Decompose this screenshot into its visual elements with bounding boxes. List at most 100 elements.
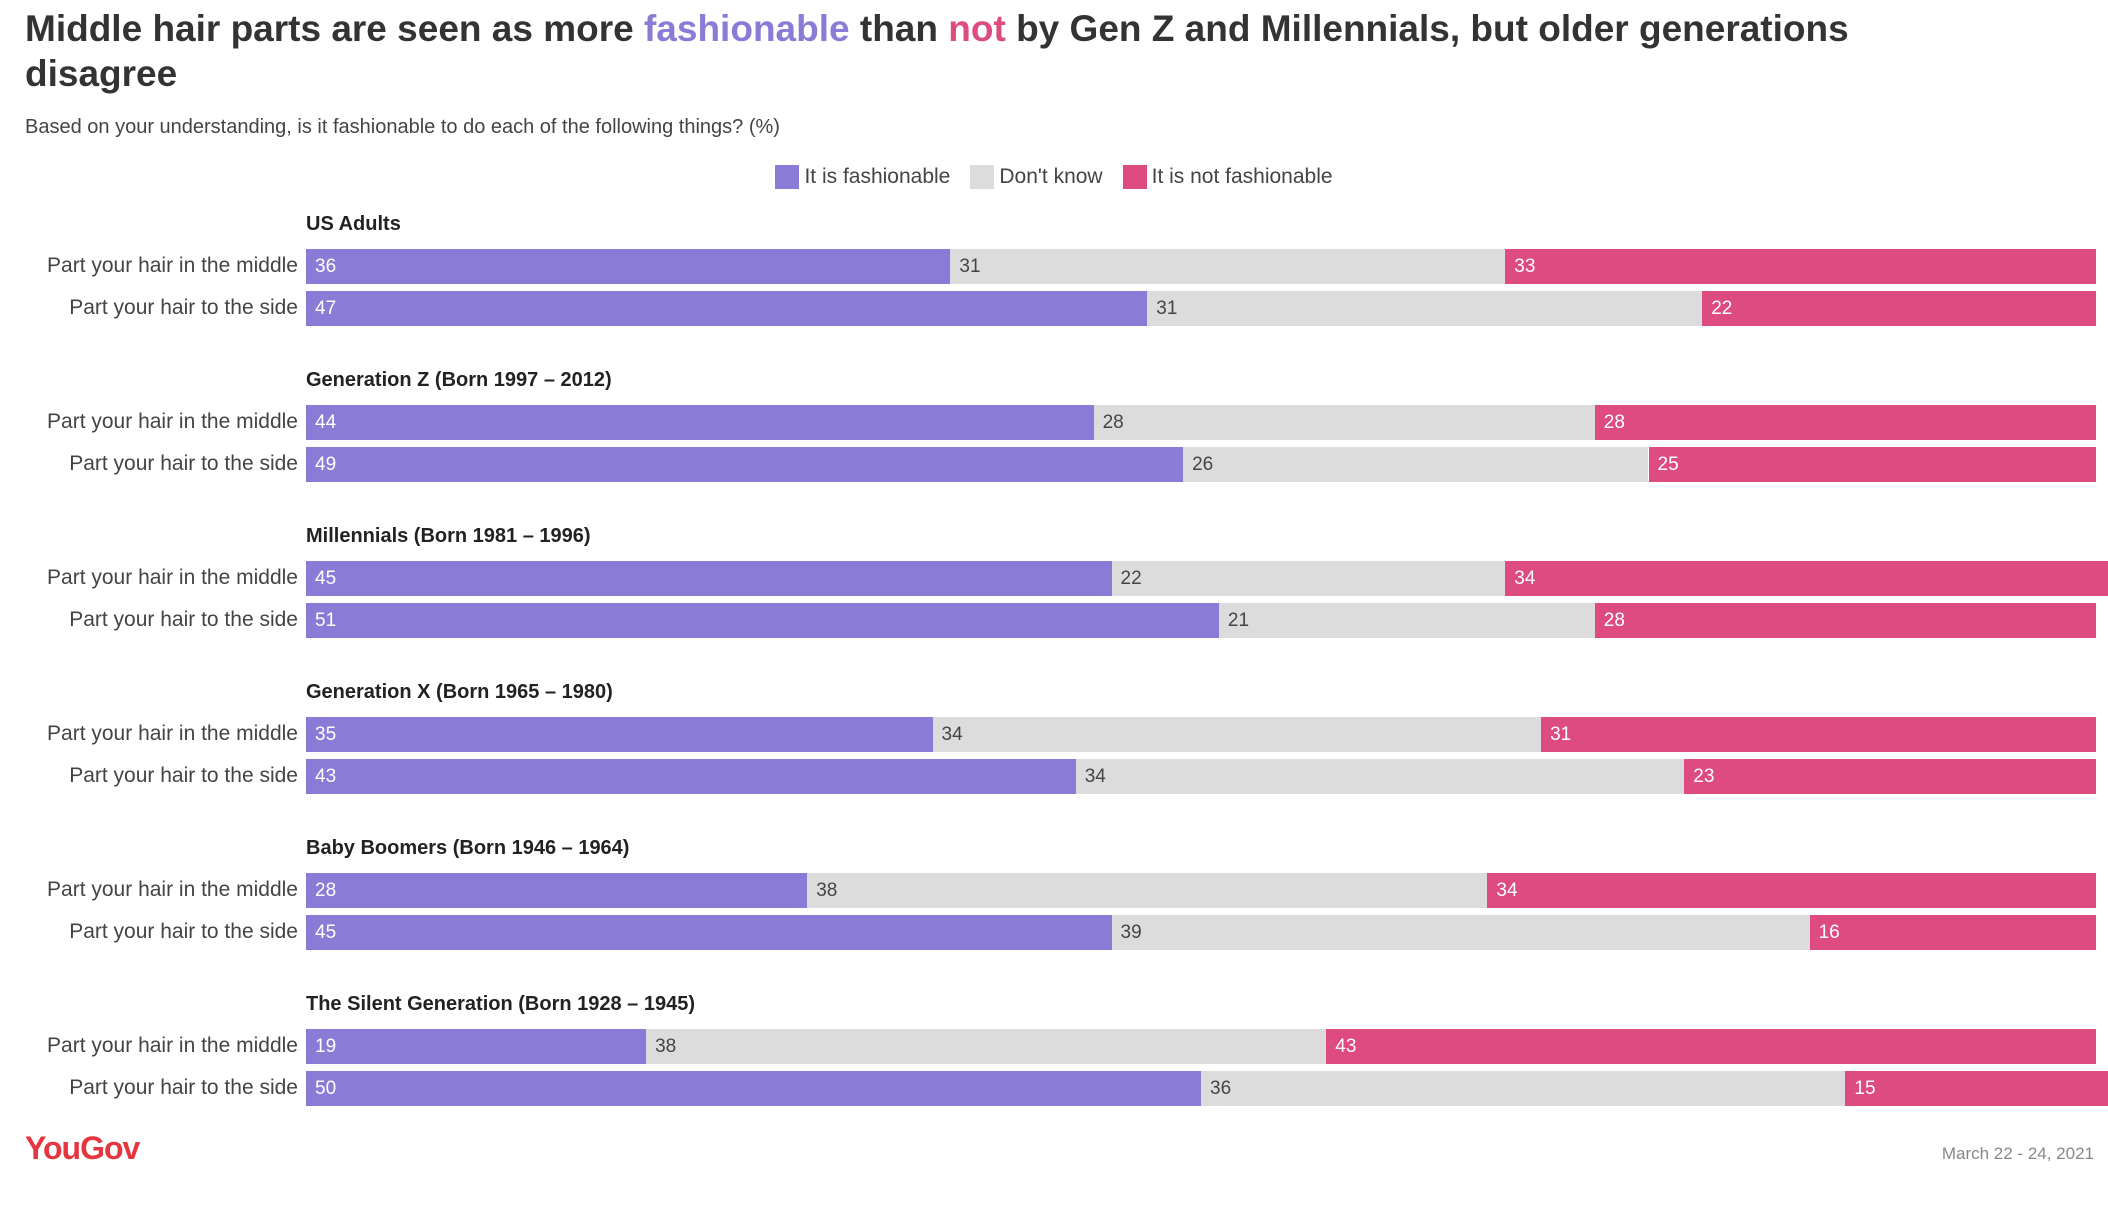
bar-segment xyxy=(306,561,1112,596)
bar-segment xyxy=(1075,759,1685,794)
value-label: 51 xyxy=(315,610,337,631)
bar-segment xyxy=(306,291,1148,326)
value-label: 47 xyxy=(315,298,337,319)
legend-label: It is not fashionable xyxy=(1151,165,1333,188)
bar-segment xyxy=(306,249,951,284)
group-title: Generation Z (Born 1997 – 2012) xyxy=(306,369,612,391)
row-label: Part your hair in the middle xyxy=(47,566,298,589)
legend-label: Don't know xyxy=(999,165,1103,188)
bar-segment xyxy=(1648,447,2096,482)
value-label: 49 xyxy=(315,454,337,475)
legend-swatch xyxy=(970,165,995,189)
chart-title: Middle hair parts are seen as more fashi… xyxy=(25,6,1985,96)
bar-segment xyxy=(306,873,808,908)
bar-segment xyxy=(1183,447,1649,482)
logo: YouGov xyxy=(25,1130,140,1166)
bar-segment xyxy=(1702,291,2096,326)
value-label: 21 xyxy=(1227,610,1250,631)
legend: It is fashionable Don't know It is not fas… xyxy=(0,165,2108,189)
value-label: 34 xyxy=(1496,880,1518,901)
row-label: Part your hair to the side xyxy=(69,764,298,787)
group-title: Baby Boomers (Born 1946 – 1964) xyxy=(306,837,630,859)
row-label: Part your hair to the side xyxy=(69,1076,298,1099)
row-label: Part your hair to the side xyxy=(69,296,298,319)
value-label: 28 xyxy=(1102,412,1124,433)
row-label: Part your hair to the side xyxy=(69,452,298,475)
bar-segment xyxy=(1505,561,2108,596)
group-title: The Silent Generation (Born 1928 – 1945) xyxy=(306,993,696,1015)
bar-segment xyxy=(306,1071,1201,1106)
value-label: 15 xyxy=(1854,1078,1876,1099)
bar-segment xyxy=(306,405,1094,440)
bar-segment xyxy=(1845,1071,2108,1106)
date-note: March 22 - 24, 2021 xyxy=(1941,1144,2094,1163)
legend-swatch xyxy=(775,165,800,189)
value-label: 31 xyxy=(1156,298,1178,319)
value-label: 43 xyxy=(1335,1036,1357,1057)
bar-segment xyxy=(1218,603,1595,638)
title-part: Middle hair parts are seen as more xyxy=(25,8,644,49)
row-label: Part your hair to the side xyxy=(69,608,298,631)
value-label: 38 xyxy=(655,1036,677,1057)
title-part: than xyxy=(849,8,949,49)
group-title: US Adults xyxy=(306,213,401,235)
value-label: 39 xyxy=(1120,922,1142,943)
bar-segment xyxy=(306,717,933,752)
value-label: 28 xyxy=(1603,610,1625,631)
bar-segment xyxy=(1809,915,2096,950)
group-title: Millennials (Born 1981 – 1996) xyxy=(306,525,591,547)
value-label: 45 xyxy=(315,922,337,943)
value-label: 44 xyxy=(315,412,337,433)
row-label: Part your hair in the middle xyxy=(47,722,298,745)
bar-segment xyxy=(306,603,1219,638)
value-label: 38 xyxy=(816,880,838,901)
subtitle: Based on your understanding, is it fashi… xyxy=(25,116,780,138)
value-label: 31 xyxy=(959,256,981,277)
value-label: 23 xyxy=(1693,766,1715,787)
value-label: 34 xyxy=(1084,766,1106,787)
bar-segment xyxy=(1487,873,2096,908)
bar-segment xyxy=(306,1029,647,1064)
value-label: 25 xyxy=(1657,454,1679,475)
bar-segment xyxy=(306,447,1184,482)
legend-item: It is fashionable xyxy=(775,165,950,189)
value-label: 31 xyxy=(1550,724,1572,745)
row-label: Part your hair in the middle xyxy=(47,254,298,277)
bar-segment xyxy=(950,249,1506,284)
bar-segment xyxy=(1093,405,1595,440)
value-label: 16 xyxy=(1818,922,1840,943)
value-label: 45 xyxy=(315,568,337,589)
bar-segment xyxy=(1111,561,1506,596)
row-label: Part your hair to the side xyxy=(69,920,298,943)
value-label: 36 xyxy=(315,256,337,277)
bar-segment xyxy=(306,915,1112,950)
bar-segment xyxy=(932,717,1542,752)
value-label: 26 xyxy=(1192,454,1214,475)
bar-segment xyxy=(1594,603,2096,638)
bar-segment xyxy=(1505,249,2096,284)
value-label: 28 xyxy=(1603,412,1625,433)
value-label: 28 xyxy=(315,880,337,901)
title-part: by Gen Z and Millennials, but older gene… xyxy=(25,8,1849,94)
bar-segment xyxy=(807,873,1488,908)
value-label: 19 xyxy=(315,1036,337,1057)
title-part: fashionable xyxy=(643,8,850,49)
row-label: Part your hair in the middle xyxy=(47,410,298,433)
legend-swatch xyxy=(1122,165,1147,189)
legend-item: It is not fashionable xyxy=(1122,165,1333,189)
title-part: not xyxy=(948,8,1006,49)
bar-segment xyxy=(306,759,1076,794)
bar-segment xyxy=(1326,1029,2096,1064)
bar-segment xyxy=(1684,759,2096,794)
value-label: 43 xyxy=(315,766,337,787)
row-label: Part your hair in the middle xyxy=(47,1034,298,1057)
value-label: 22 xyxy=(1120,568,1142,589)
value-label: 34 xyxy=(941,724,963,745)
value-label: 34 xyxy=(1514,568,1536,589)
group-title: Generation X (Born 1965 – 1980) xyxy=(306,681,613,703)
bar-segment xyxy=(1147,291,1703,326)
bar-segment xyxy=(1541,717,2096,752)
bar-segment xyxy=(1201,1071,1846,1106)
row-label: Part your hair in the middle xyxy=(47,878,298,901)
